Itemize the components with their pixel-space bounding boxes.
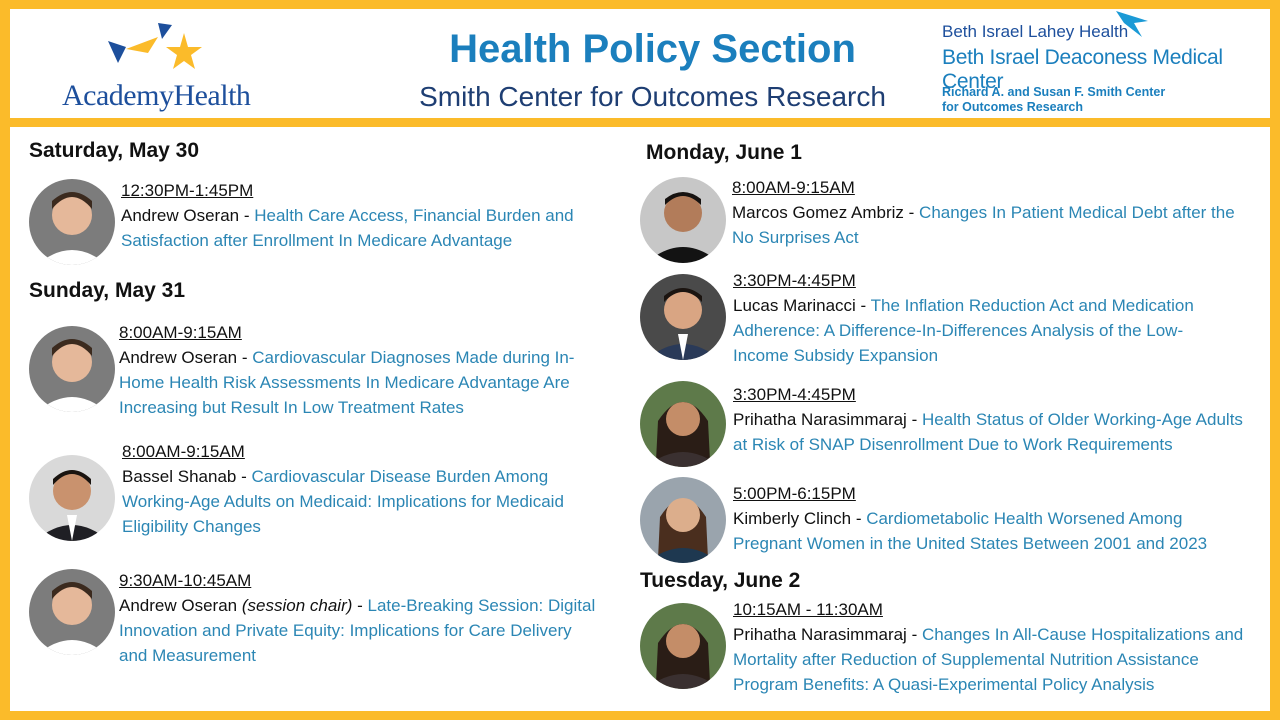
academyhealth-wordmark: AcademyHealth	[62, 79, 251, 112]
speaker-photo-avatar	[29, 179, 115, 265]
talk-title-link[interactable]: Health Status of Older Working-Age Adult…	[733, 410, 1243, 454]
speaker-photo-avatar	[640, 603, 726, 689]
separator: -	[236, 467, 252, 486]
talk-title-link[interactable]: Cardiovascular Diagnoses Made during In-…	[119, 348, 575, 417]
talk-title-link[interactable]: Health Care Access, Financial Burden and…	[121, 206, 574, 250]
session-entry: 12:30PM-1:45PM Andrew Oseran - Health Ca…	[121, 178, 601, 253]
speaker-name: Prihatha Narasimmaraj	[733, 410, 907, 429]
session-time: 3:30PM-4:45PM	[733, 271, 856, 290]
session-entry: 8:00AM-9:15AM Andrew Oseran - Cardiovasc…	[119, 320, 604, 420]
speaker-name: Bassel Shanab	[122, 467, 237, 486]
page-subtitle: Smith Center for Outcomes Research	[419, 81, 886, 112]
speaker-photo-avatar	[29, 569, 115, 655]
session-time: 12:30PM-1:45PM	[121, 181, 254, 200]
schedule-panel: Saturday, May 30 Sunday, May 31 Monday, …	[10, 127, 1270, 711]
talk-title-link[interactable]: Changes In Patient Medical Debt after th…	[732, 203, 1235, 247]
session-entry: 8:00AM-9:15AM Bassel Shanab - Cardiovasc…	[122, 439, 602, 539]
session-time: 10:15AM - 11:30AM	[733, 600, 883, 619]
session-entry: 10:15AM - 11:30AM Prihatha Narasimmaraj …	[733, 597, 1268, 697]
session-time: 5:00PM-6:15PM	[733, 484, 856, 503]
talk-title-link[interactable]: Cardiovascular Disease Burden Among Work…	[122, 467, 564, 536]
speaker-photo-avatar	[640, 477, 726, 563]
speaker-name: Lucas Marinacci	[733, 296, 856, 315]
session-time: 8:00AM-9:15AM	[119, 323, 242, 342]
speaker-role: (session chair)	[241, 596, 353, 615]
separator: -	[903, 203, 920, 222]
session-entry: 9:30AM-10:45AM Andrew Oseran (session ch…	[119, 568, 599, 668]
bilh-name: Beth Israel Lahey Health	[942, 22, 1129, 41]
speaker-photo-avatar	[640, 274, 726, 360]
speaker-name: Andrew Oseran	[119, 596, 238, 615]
separator: -	[239, 206, 255, 225]
session-time: 8:00AM-9:15AM	[122, 442, 245, 461]
speaker-photo-avatar	[29, 326, 115, 412]
speaker-name: Kimberly Clinch	[733, 509, 852, 528]
speaker-name: Prihatha Narasimmaraj	[733, 625, 907, 644]
speaker-photo-avatar	[640, 177, 726, 263]
day-heading-monday: Monday, June 1	[646, 141, 802, 164]
bidmc-logo-icon	[1116, 11, 1148, 37]
separator: -	[906, 625, 922, 644]
header-banner: AcademyHealth Health Policy Section Smit…	[10, 9, 1270, 118]
talk-title-link[interactable]: The Inflation Reduction Act and Medicati…	[733, 296, 1194, 365]
session-entry: 8:00AM-9:15AM Marcos Gomez Ambriz - Chan…	[732, 175, 1242, 250]
session-entry: 3:30PM-4:45PM Prihatha Narasimmaraj - He…	[733, 382, 1253, 457]
speaker-name: Andrew Oseran	[119, 348, 238, 367]
talk-title-link[interactable]: Late-Breaking Session: Digital Innovatio…	[119, 596, 596, 665]
session-time: 8:00AM-9:15AM	[732, 178, 855, 197]
speaker-photo-avatar	[640, 381, 726, 467]
session-time: 3:30PM-4:45PM	[733, 385, 856, 404]
smith-center-line2: for Outcomes Research	[942, 100, 1084, 114]
session-entry: 3:30PM-4:45PM Lucas Marinacci - The Infl…	[733, 268, 1233, 368]
separator: -	[855, 296, 871, 315]
page-title: Health Policy Section	[449, 27, 856, 71]
separator: -	[237, 348, 253, 367]
academyhealth-logo-icon	[108, 23, 202, 69]
day-heading-tuesday: Tuesday, June 2	[640, 569, 801, 592]
day-heading-saturday: Saturday, May 30	[29, 139, 200, 162]
day-heading-sunday: Sunday, May 31	[29, 279, 186, 302]
separator: -	[906, 410, 922, 429]
speaker-photo-avatar	[29, 455, 115, 541]
talk-title-link[interactable]: Changes In All-Cause Hospitalizations an…	[733, 625, 1244, 694]
separator: -	[352, 596, 368, 615]
smith-center-line1: Richard A. and Susan F. Smith Center	[942, 85, 1166, 99]
speaker-name: Marcos Gomez Ambriz	[732, 203, 904, 222]
separator: -	[851, 509, 867, 528]
session-time: 9:30AM-10:45AM	[119, 571, 252, 590]
session-entry: 5:00PM-6:15PM Kimberly Clinch - Cardiome…	[733, 481, 1233, 556]
smith-center-name: Richard A. and Susan F. Smith Center for…	[942, 85, 1165, 115]
speaker-name: Andrew Oseran	[121, 206, 240, 225]
talk-title-link[interactable]: Cardiometabolic Health Worsened Among Pr…	[733, 509, 1208, 553]
bidmc-name: Beth Israel Deaconess Medical Center	[942, 46, 1223, 93]
